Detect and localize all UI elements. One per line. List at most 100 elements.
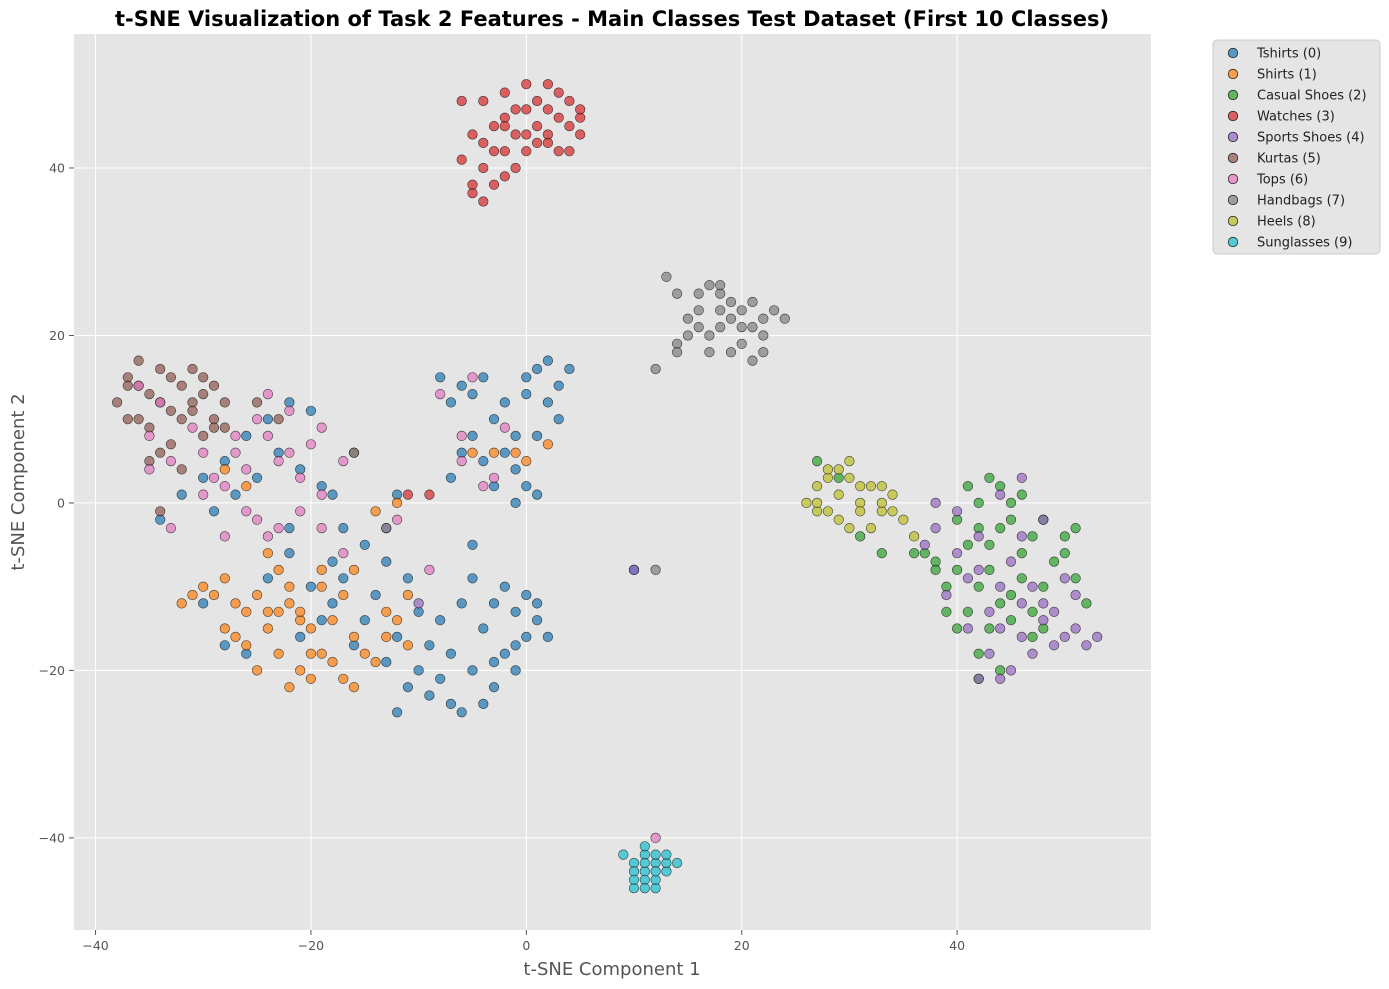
scatter-point: [1070, 623, 1081, 634]
legend-label: Kurtas (5): [1257, 152, 1321, 167]
scatter-point: [198, 598, 209, 609]
series-4: [381, 472, 1103, 684]
scatter-point: [478, 196, 489, 207]
scatter-point: [1005, 497, 1017, 509]
legend-label: Shirts (1): [1257, 68, 1317, 83]
scatter-point: [1005, 615, 1017, 626]
scatter-point: [176, 598, 187, 609]
scatter-point: [187, 589, 198, 601]
scatter-point: [639, 841, 650, 852]
scatter-point: [402, 640, 414, 651]
scatter-point: [467, 573, 478, 584]
scatter-point: [531, 137, 543, 148]
scatter-point: [338, 548, 349, 559]
legend-marker: [1227, 68, 1239, 80]
scatter-point: [488, 120, 500, 132]
scatter-point: [176, 380, 187, 391]
series-1: [176, 439, 554, 693]
scatter-point: [198, 581, 209, 592]
scatter-point: [1059, 548, 1070, 559]
scatter-point: [467, 430, 478, 442]
scatter-point: [510, 447, 521, 458]
scatter-point: [887, 489, 898, 500]
scatter-point: [887, 506, 898, 517]
scatter-point: [316, 581, 327, 592]
scatter-point: [424, 690, 435, 701]
scatter-point: [962, 573, 974, 584]
scatter-point: [951, 548, 963, 559]
scatter-point: [392, 707, 403, 718]
scatter-point: [467, 539, 478, 550]
legend-box: [1212, 39, 1381, 255]
x-tick-label: 0: [522, 938, 530, 953]
legend-marker: [1227, 89, 1239, 101]
scatter-point: [252, 472, 263, 483]
data-points: [111, 79, 1103, 894]
scatter-point: [521, 146, 532, 157]
scatter-point: [1016, 531, 1027, 542]
scatter-point: [478, 162, 489, 174]
scatter-point: [575, 104, 586, 115]
scatter-point: [241, 481, 252, 492]
scatter-point: [284, 522, 295, 534]
scatter-point: [499, 120, 510, 132]
scatter-point: [284, 405, 295, 416]
scatter-point: [478, 456, 489, 467]
scatter-point: [198, 430, 209, 442]
scatter-point: [510, 665, 521, 676]
scatter-point: [488, 447, 500, 458]
scatter-point: [510, 640, 521, 651]
scatter-point: [747, 322, 758, 333]
scatter-point: [898, 514, 909, 525]
scatter-point: [564, 146, 575, 157]
scatter-point: [671, 288, 683, 299]
scatter-point: [962, 623, 974, 634]
legend-marker: [1227, 236, 1239, 248]
series-2: [811, 456, 1092, 684]
scatter-point: [995, 673, 1006, 684]
legend-label: Tops (6): [1256, 173, 1308, 188]
scatter-point: [445, 648, 457, 659]
scatter-point: [262, 606, 274, 617]
scatter-point: [424, 489, 435, 500]
series-6: [133, 372, 661, 844]
scatter-point: [305, 673, 317, 684]
scatter-point: [639, 882, 650, 894]
x-tick-label: −40: [82, 938, 108, 953]
scatter-point: [715, 305, 726, 316]
scatter-point: [521, 389, 532, 400]
scatter-point: [262, 573, 274, 584]
scatter-point: [402, 589, 414, 601]
scatter-point: [219, 640, 230, 651]
axis-ticks: −40 −20 0 20 40 −40 −20 0 20 40: [39, 160, 966, 953]
scatter-point: [564, 120, 575, 132]
scatter-point: [704, 347, 715, 358]
scatter-point: [467, 372, 478, 383]
scatter-point: [252, 665, 263, 676]
scatter-point: [542, 631, 554, 643]
scatter-point: [1027, 631, 1038, 643]
scatter-point: [144, 389, 155, 400]
scatter-point: [499, 397, 510, 408]
scatter-point: [284, 447, 295, 458]
scatter-point: [198, 447, 209, 458]
scatter-point: [456, 95, 467, 107]
scatter-point: [650, 564, 661, 576]
scatter-point: [176, 414, 187, 425]
scatter-point: [736, 322, 747, 333]
scatter-point: [488, 598, 500, 609]
scatter-point: [542, 439, 554, 450]
scatter-point: [984, 539, 995, 550]
scatter-point: [155, 447, 166, 458]
scatter-point: [747, 355, 758, 366]
scatter-point: [531, 430, 543, 442]
scatter-point: [219, 422, 230, 433]
scatter-point: [424, 640, 435, 651]
scatter-point: [499, 581, 510, 592]
scatter-point: [747, 296, 758, 308]
scatter-point: [165, 372, 176, 383]
scatter-point: [413, 665, 424, 676]
scatter-point: [521, 481, 532, 492]
scatter-point: [661, 271, 672, 282]
scatter-point: [219, 397, 230, 408]
